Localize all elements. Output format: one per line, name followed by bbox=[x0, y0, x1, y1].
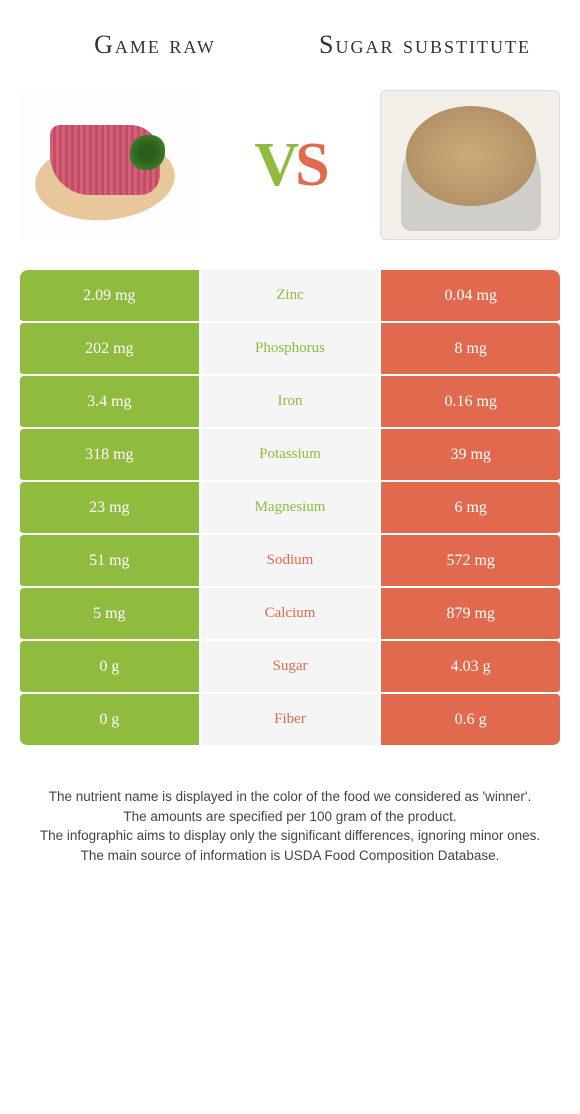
table-row: 5 mgCalcium879 mg bbox=[20, 588, 560, 641]
nutrient-name: Iron bbox=[201, 376, 382, 429]
table-row: 2.09 mgZinc0.04 mg bbox=[20, 270, 560, 323]
right-value: 0.16 mg bbox=[381, 376, 560, 429]
right-food-image bbox=[380, 90, 560, 240]
left-food-image bbox=[20, 90, 200, 240]
nutrient-name: Phosphorus bbox=[201, 323, 382, 376]
header: Game raw Sugar substitute bbox=[0, 0, 580, 80]
table-row: 0 gSugar4.03 g bbox=[20, 641, 560, 694]
nutrient-name: Potassium bbox=[201, 429, 382, 482]
right-value: 8 mg bbox=[381, 323, 560, 376]
vs-label: VS bbox=[254, 130, 325, 201]
footer-line4: The main source of information is USDA F… bbox=[20, 846, 560, 866]
nutrient-name: Sugar bbox=[201, 641, 382, 694]
nutrient-name: Sodium bbox=[201, 535, 382, 588]
images-row: VS bbox=[0, 80, 580, 270]
footer-line2: The amounts are specified per 100 gram o… bbox=[20, 807, 560, 827]
left-value: 202 mg bbox=[20, 323, 201, 376]
left-value: 2.09 mg bbox=[20, 270, 201, 323]
nutrient-name: Magnesium bbox=[201, 482, 382, 535]
left-value: 23 mg bbox=[20, 482, 201, 535]
right-value: 0.04 mg bbox=[381, 270, 560, 323]
footer-line3: The infographic aims to display only the… bbox=[20, 826, 560, 846]
footer-notes: The nutrient name is displayed in the co… bbox=[0, 747, 580, 885]
right-value: 572 mg bbox=[381, 535, 560, 588]
left-value: 51 mg bbox=[20, 535, 201, 588]
vs-v: V bbox=[254, 131, 295, 199]
vs-s: S bbox=[295, 131, 325, 199]
table-row: 23 mgMagnesium6 mg bbox=[20, 482, 560, 535]
footer-line1: The nutrient name is displayed in the co… bbox=[20, 787, 560, 807]
right-food-title: Sugar substitute bbox=[290, 30, 560, 60]
table-row: 3.4 mgIron0.16 mg bbox=[20, 376, 560, 429]
nutrient-name: Fiber bbox=[201, 694, 382, 747]
nutrient-name: Calcium bbox=[201, 588, 382, 641]
right-value: 4.03 g bbox=[381, 641, 560, 694]
right-value: 879 mg bbox=[381, 588, 560, 641]
table-row: 0 gFiber0.6 g bbox=[20, 694, 560, 747]
left-value: 0 g bbox=[20, 641, 201, 694]
left-value: 0 g bbox=[20, 694, 201, 747]
left-value: 3.4 mg bbox=[20, 376, 201, 429]
right-value: 0.6 g bbox=[381, 694, 560, 747]
nutrient-name: Zinc bbox=[201, 270, 382, 323]
right-value: 39 mg bbox=[381, 429, 560, 482]
table-row: 202 mgPhosphorus8 mg bbox=[20, 323, 560, 376]
comparison-table: 2.09 mgZinc0.04 mg202 mgPhosphorus8 mg3.… bbox=[0, 270, 580, 747]
right-value: 6 mg bbox=[381, 482, 560, 535]
left-food-title: Game raw bbox=[20, 30, 290, 60]
left-value: 318 mg bbox=[20, 429, 201, 482]
table-row: 51 mgSodium572 mg bbox=[20, 535, 560, 588]
left-value: 5 mg bbox=[20, 588, 201, 641]
table-row: 318 mgPotassium39 mg bbox=[20, 429, 560, 482]
